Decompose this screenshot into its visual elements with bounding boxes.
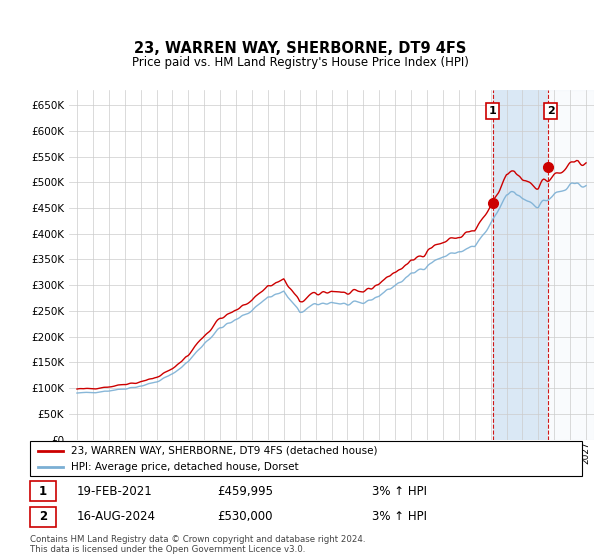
Text: Contains HM Land Registry data © Crown copyright and database right 2024.
This d: Contains HM Land Registry data © Crown c… — [30, 535, 365, 554]
Text: 19-FEB-2021: 19-FEB-2021 — [77, 484, 152, 498]
Text: Price paid vs. HM Land Registry's House Price Index (HPI): Price paid vs. HM Land Registry's House … — [131, 57, 469, 69]
Text: 1: 1 — [39, 484, 47, 498]
Text: HPI: Average price, detached house, Dorset: HPI: Average price, detached house, Dors… — [71, 461, 299, 472]
Text: £459,995: £459,995 — [218, 484, 274, 498]
Text: 3% ↑ HPI: 3% ↑ HPI — [372, 510, 427, 523]
Bar — [493, 90, 548, 440]
Text: 1: 1 — [488, 106, 496, 116]
Text: 23, WARREN WAY, SHERBORNE, DT9 4FS: 23, WARREN WAY, SHERBORNE, DT9 4FS — [134, 41, 466, 56]
Text: 3% ↑ HPI: 3% ↑ HPI — [372, 484, 427, 498]
Text: 2: 2 — [547, 106, 554, 116]
Text: £530,000: £530,000 — [218, 510, 273, 523]
Bar — [548, 90, 594, 440]
Text: 23, WARREN WAY, SHERBORNE, DT9 4FS (detached house): 23, WARREN WAY, SHERBORNE, DT9 4FS (deta… — [71, 446, 378, 456]
FancyBboxPatch shape — [30, 441, 582, 476]
Bar — [548, 90, 594, 440]
FancyBboxPatch shape — [30, 506, 56, 526]
Bar — [548, 90, 594, 440]
FancyBboxPatch shape — [30, 482, 56, 502]
Text: 16-AUG-2024: 16-AUG-2024 — [77, 510, 156, 523]
Text: 2: 2 — [39, 510, 47, 523]
